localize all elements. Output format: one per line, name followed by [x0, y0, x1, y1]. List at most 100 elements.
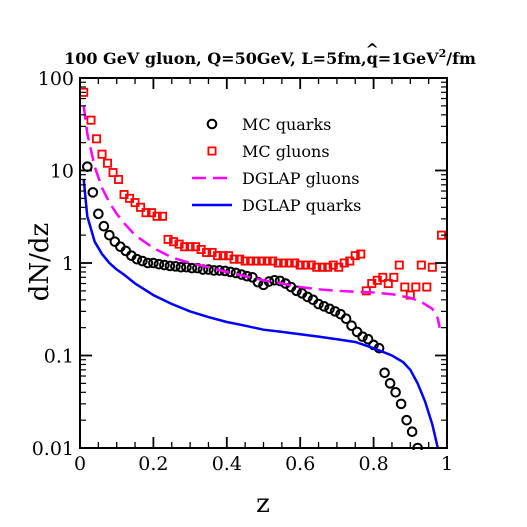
- series-mc-gluons-point: [130, 198, 140, 208]
- series-mc-quarks-point: [170, 261, 181, 272]
- series-mc-quarks-point: [379, 367, 390, 379]
- series-mc-quarks-point: [291, 285, 302, 297]
- series-mc-gluons-point: [383, 279, 393, 289]
- plot-area: [80, 87, 446, 450]
- chart-title-main: 100 GeV gluon, Q=50GeV, L=5fm,: [64, 49, 367, 68]
- y-tick-label: 100: [38, 68, 74, 90]
- series-mc-quarks-point: [131, 253, 143, 265]
- series-mc-gluons-point: [279, 258, 289, 268]
- series-mc-quarks-point: [384, 378, 396, 389]
- series-mc-quarks-point: [340, 313, 352, 324]
- series-mc-gluons-point: [257, 256, 267, 266]
- series-mc-quarks-point: [175, 261, 187, 273]
- series-mc-quarks-point: [346, 320, 357, 331]
- series-mc-gluons-point: [158, 211, 168, 221]
- series-mc-quarks-point: [351, 326, 363, 338]
- series-mc-gluons-point: [328, 260, 338, 270]
- series-mc-quarks-point: [318, 301, 330, 312]
- series-mc-quarks-point: [98, 220, 110, 232]
- series-mc-quarks-point: [329, 306, 341, 317]
- x-tick-label: 0: [74, 453, 86, 475]
- series-mc-gluons-point: [246, 256, 256, 266]
- series-mc-gluons-point: [345, 256, 355, 266]
- x-tick-label: 0.6: [285, 453, 315, 475]
- series-mc-gluons-point: [262, 256, 272, 266]
- series-mc-gluons-point: [339, 258, 349, 268]
- series-mc-gluons-point: [306, 260, 316, 270]
- series-mc-gluons-point: [400, 282, 410, 292]
- series-mc-gluons-point: [284, 258, 294, 268]
- series-mc-quarks-point: [324, 303, 335, 315]
- series-mc-gluons-point: [114, 174, 124, 184]
- legend-dglap-quarks-label: DGLAP quarks: [242, 196, 361, 215]
- series-mc-quarks-point: [109, 236, 121, 247]
- series-mc-gluons-point: [356, 249, 366, 259]
- series-mc-gluons-point: [422, 282, 432, 292]
- series-mc-gluons-point: [202, 247, 212, 257]
- series-mc-quarks-point: [401, 414, 412, 426]
- y-axis-label: dN/dz: [25, 223, 55, 302]
- series-mc-gluons-point: [163, 234, 173, 244]
- series-mc-gluons-point: [350, 251, 360, 261]
- series-mc-gluons-point: [317, 262, 327, 272]
- series-mc-gluons-point: [427, 262, 437, 272]
- series-mc-quarks-point: [203, 264, 214, 275]
- series-mc-quarks-point: [93, 208, 104, 220]
- series-mc-gluons-point: [136, 202, 146, 212]
- x-tick-label: 0.2: [138, 453, 168, 475]
- chart-title-superscript: 2: [439, 47, 447, 60]
- series-mc-quarks-point: [395, 398, 407, 410]
- series-mc-gluons-point: [180, 242, 190, 252]
- series-mc-gluons-point: [218, 251, 228, 261]
- series-mc-quarks-point: [390, 387, 401, 398]
- legend-mc-gluons-swatch: [207, 146, 217, 156]
- series-mc-gluons-point: [378, 272, 388, 282]
- series-dglap-gluons-line: [82, 105, 441, 328]
- series-mc-gluons-point: [169, 237, 179, 247]
- x-tick-label: 0.8: [358, 453, 388, 475]
- series-mc-gluons-point: [103, 158, 113, 168]
- legend-mc-quarks-swatch: [206, 118, 218, 130]
- series-mc-gluons-point: [290, 258, 300, 268]
- series-mc-quarks-point: [302, 291, 313, 303]
- series-mc-gluons-point: [185, 242, 195, 252]
- series-mc-quarks-point: [142, 257, 154, 269]
- x-tick-label: 0.4: [212, 453, 242, 475]
- chart-title-qhat: q: [367, 49, 378, 68]
- series-mc-gluons-point: [141, 208, 151, 218]
- y-tick-label: 0.01: [32, 438, 74, 460]
- series-mc-gluons-point: [97, 149, 107, 159]
- y-tick-label: 0.1: [44, 346, 74, 368]
- x-tick-label: 1: [441, 453, 453, 475]
- series-mc-quarks-point: [313, 298, 324, 310]
- series-mc-gluons-point: [411, 282, 421, 292]
- series-dglap-quarks-line: [82, 179, 440, 449]
- series-mc-gluons-point: [251, 256, 261, 266]
- chart-title-tail: /fm: [446, 49, 476, 68]
- series-mc-quarks-point: [230, 267, 242, 279]
- series-mc-gluons-point: [273, 258, 283, 268]
- series-mc-quarks-point: [137, 255, 148, 267]
- series-mc-gluons-point: [416, 260, 426, 270]
- series-mc-gluons-point: [174, 239, 184, 249]
- axes: 0 0.2 0.4 0.6 0.8 1 0.01 0.1 1 10 100: [32, 68, 453, 475]
- chart-title-qhat-accent: ^: [366, 40, 379, 59]
- legend-mc-quarks-label: MC quarks: [242, 115, 331, 134]
- series-mc-quarks-point: [186, 262, 198, 274]
- series-mc-gluons-point: [301, 260, 311, 270]
- y-tick-label: 1: [62, 253, 74, 275]
- x-axis-label: z: [256, 489, 270, 519]
- series-mc-quarks-point: [159, 259, 170, 271]
- y-tick-label: 10: [50, 161, 74, 183]
- series-mc-gluons-point: [92, 134, 102, 144]
- series-mc-gluons-point: [152, 211, 162, 221]
- series-mc-quarks-point: [406, 426, 418, 438]
- series-mc-quarks-point: [153, 258, 165, 270]
- series-mc-gluons-point: [240, 256, 250, 266]
- series-mc-gluons-point: [389, 272, 399, 282]
- series-mc-gluons-point: [323, 262, 333, 272]
- legend-dglap-gluons-label: DGLAP gluons: [242, 169, 359, 188]
- series-mc-quarks-point: [357, 331, 368, 342]
- series-mc-gluons-point: [229, 254, 239, 264]
